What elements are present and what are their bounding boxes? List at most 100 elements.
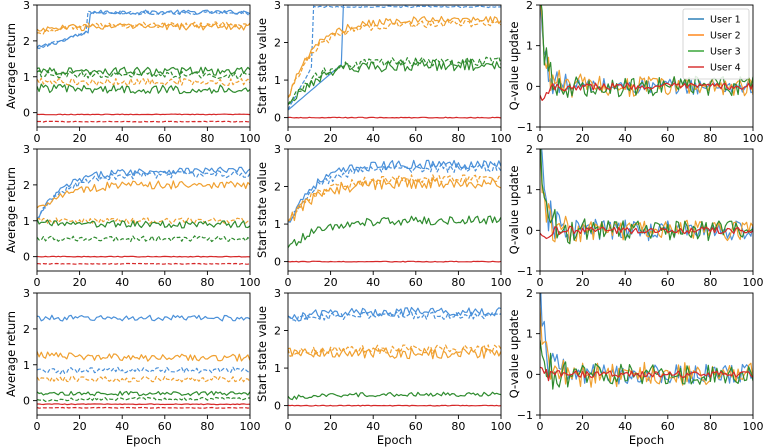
series-group [37,9,250,123]
x-tick-label: 40 [366,276,380,289]
x-tick-label: 20 [576,276,590,289]
series-line-user-3-solid [37,83,250,95]
axes-frame [287,148,502,272]
series-line-user-2-dashed [288,174,501,222]
panel-r1-c0: 0 20 40 60 80 100 0 1 2 3 Average return [4,143,261,289]
series-line-user-4-dashed [37,120,250,123]
x-tick-label: 40 [618,276,632,289]
series-line-user-3-solid [37,390,250,397]
legend-entry: User 2 [710,31,741,42]
series-line-user-4-solid [540,366,753,382]
y-axis-label: Q-value update [507,166,521,255]
series-line-user-1-solid [288,5,501,111]
x-tick-label: 100 [491,420,512,433]
series-line-user-4-solid [540,82,753,101]
y-tick-label: 3 [23,0,30,12]
y-tick-label: 3 [274,287,281,300]
series-line-user-2-solid [37,22,250,32]
x-tick-label: 60 [661,276,675,289]
y-axis-label: Q-value update [507,310,521,399]
y-tick-label: 0 [274,256,281,269]
panel-r0-c0: 0 20 40 60 80 100 0 1 2 3 Average return [4,0,261,145]
y-tick-label: 3 [23,143,30,156]
panel-r1-c1: 0 20 40 60 80 100 0 1 2 3 Start state value [255,143,512,289]
x-tick-label: 20 [73,132,87,145]
x-tick-label: 60 [409,276,423,289]
series-line-user-3-solid [288,391,501,401]
y-tick-label: 2 [23,35,30,48]
series-line-user-2-dashed [37,217,250,225]
axes-frame [36,292,251,416]
y-tick-label: 2 [526,0,533,12]
x-tick-label: 100 [240,132,261,145]
y-tick-label: 0 [274,112,281,125]
x-tick-label: 100 [491,132,512,145]
y-tick-label: 1 [274,218,281,231]
series-line-user-4-solid [288,404,501,407]
axes-frame [539,148,754,272]
x-tick-label: 0 [34,420,41,433]
x-tick-label: 20 [324,132,338,145]
x-tick-label: 20 [73,420,87,433]
y-tick-label: 2 [23,179,30,192]
x-tick-label: 80 [200,276,214,289]
y-tick-label: −1 [517,121,533,134]
x-tick-label: 80 [451,276,465,289]
series-line-user-4-dashed [37,262,250,265]
y-tick-label: 2 [274,181,281,194]
series-line-user-1-solid [37,314,250,322]
series-group [288,5,501,119]
x-tick-label: 100 [743,420,763,433]
y-tick-label: 0 [526,368,533,381]
x-tick-label: 60 [661,420,675,433]
series-group [37,166,250,265]
y-tick-label: 2 [526,143,533,156]
x-tick-label: 40 [115,276,129,289]
x-tick-label: 20 [324,420,338,433]
series-line-user-1-solid [288,159,501,223]
series-line-user-1-dashed [37,170,250,220]
series-line-user-1-dashed [37,366,250,375]
y-tick-label: −1 [517,265,533,278]
x-tick-label: 100 [491,276,512,289]
series-line-user-3-solid [37,218,250,229]
x-tick-label: 0 [285,132,292,145]
series-line-user-4-dashed [37,406,250,409]
legend-entry: User 4 [710,63,741,74]
y-tick-label: 1 [274,74,281,87]
x-tick-label: 80 [703,132,717,145]
y-tick-label: 3 [274,143,281,156]
y-tick-label: 0 [23,395,30,408]
series-line-user-4-solid [288,116,501,119]
series-group [288,306,501,407]
x-tick-label: 0 [34,132,41,145]
series-line-user-1-dashed [288,5,501,111]
series-line-user-1-solid [37,166,250,220]
x-tick-label: 60 [661,132,675,145]
x-tick-label: 100 [743,132,763,145]
series-line-user-2-solid [540,5,753,98]
legend-entry: User 3 [710,47,741,58]
y-tick-label: 2 [526,287,533,300]
x-tick-label: 20 [73,276,87,289]
x-tick-label: 100 [240,276,261,289]
series-group [37,314,250,409]
series-line-user-3-solid [288,215,501,249]
x-tick-label: 80 [451,420,465,433]
x-tick-label: 40 [618,420,632,433]
x-tick-label: 0 [285,420,292,433]
y-tick-label: 2 [274,325,281,338]
x-tick-label: 40 [618,132,632,145]
y-tick-label: 3 [274,0,281,12]
y-tick-label: −1 [517,409,533,422]
series-line-user-2-solid [288,346,501,360]
series-group [540,149,753,245]
y-axis-label: Average return [4,167,18,253]
panel-r2-c0: 0 20 40 60 80 100 0 1 2 3 Average return Epoch [4,287,261,447]
series-line-user-3-solid [540,149,753,245]
x-tick-label: 0 [537,132,544,145]
x-tick-label: 80 [703,420,717,433]
y-tick-label: 1 [23,359,30,372]
series-line-user-1-dashed [288,311,501,323]
